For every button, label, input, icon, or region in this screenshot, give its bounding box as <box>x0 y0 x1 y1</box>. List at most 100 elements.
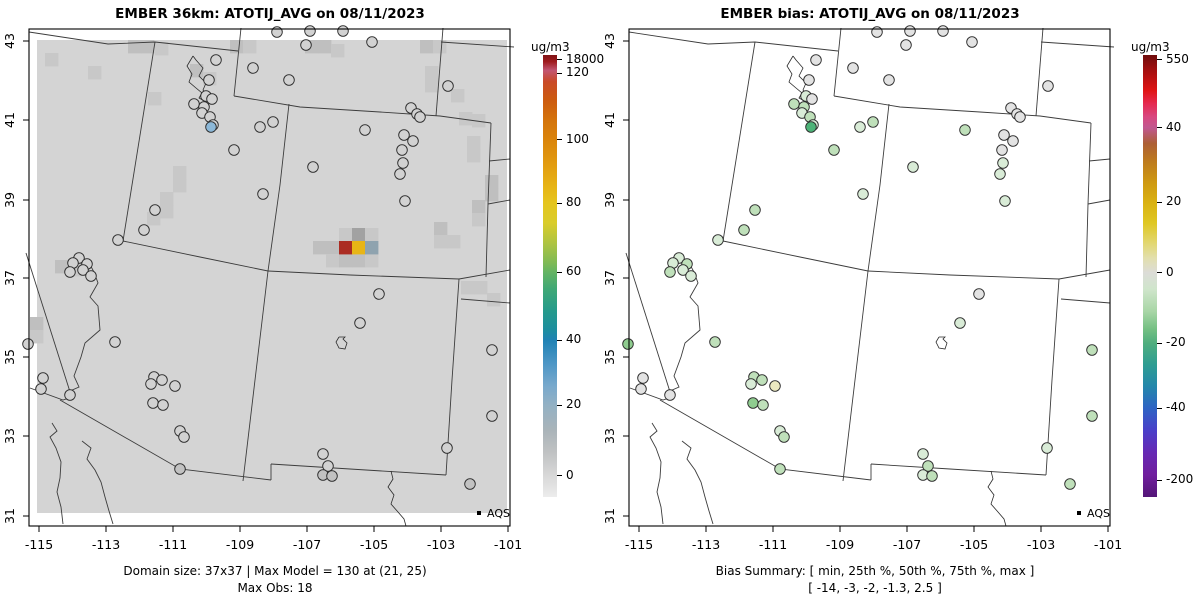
x-axis-tick-label: -101 <box>1094 537 1122 552</box>
x-axis-tick-label: -107 <box>893 537 921 552</box>
aqs-monitor-dot <box>756 374 768 386</box>
y-axis-tick-label: 37 <box>602 270 617 286</box>
grid-cell <box>467 136 481 150</box>
aqs-monitor-dot <box>664 389 676 401</box>
aqs-monitor-dot <box>257 188 269 200</box>
aqs-monitor-dot <box>337 25 349 37</box>
state-border <box>242 270 269 482</box>
grid-cell <box>148 92 162 106</box>
aqs-monitor-dot <box>774 463 786 475</box>
x-axis-tick-label: -109 <box>826 537 854 552</box>
aqs-monitor-dot <box>407 135 419 147</box>
aqs-monitor-dot <box>1064 478 1076 490</box>
aqs-monitor-dot <box>803 74 815 86</box>
grid-cell <box>425 79 439 93</box>
aqs-monitor-dot <box>174 463 186 475</box>
state-border <box>233 27 242 97</box>
aqs-monitor-dot <box>1041 442 1053 454</box>
state-border <box>488 158 511 162</box>
state-border <box>842 270 869 482</box>
river-line <box>987 470 1007 527</box>
state-border <box>833 95 1092 124</box>
grid-cell <box>141 40 155 54</box>
left-colorbar <box>543 55 557 497</box>
right-colorbar-tick-label: 40 <box>1166 119 1182 134</box>
right-colorbar-tick <box>1157 479 1162 481</box>
aqs-monitor-dot <box>373 288 385 300</box>
aqs-monitor-dot <box>35 383 47 395</box>
state-border <box>722 41 756 242</box>
right-colorbar-tick-label: 0 <box>1166 264 1174 279</box>
y-axis-tick-label: 35 <box>2 349 17 365</box>
aqs-monitor-dot <box>907 161 919 173</box>
right-colorbar-tick <box>1157 407 1162 409</box>
grid-cell <box>472 200 486 214</box>
y-axis-tick-label: 43 <box>602 33 617 49</box>
aqs-monitor-dot <box>138 224 150 236</box>
aqs-monitor-dot <box>109 336 121 348</box>
right-colorbar-tick-label: -40 <box>1166 400 1186 415</box>
aqs-monitor-dot <box>788 98 800 110</box>
aqs-monitor-dot <box>622 338 634 350</box>
state-border <box>1085 122 1092 278</box>
aqs-monitor-dot <box>999 195 1011 207</box>
lake-outline <box>335 336 348 350</box>
grid-cell <box>313 241 327 255</box>
aqs-monitor-dot <box>745 378 757 390</box>
hotspot-grid-cell <box>339 241 353 255</box>
aqs-monitor-dot <box>206 93 218 105</box>
aqs-monitor-dot <box>85 270 97 282</box>
right-caption-line1: Bias Summary: [ min, 25th %, 50th %, 75t… <box>715 564 1035 578</box>
aqs-monitor-dot <box>397 157 409 169</box>
aqs-monitor-dot <box>854 121 866 133</box>
right-colorbar-tick <box>1157 272 1162 274</box>
state-border <box>122 41 156 242</box>
left-colorbar-tick <box>557 475 562 477</box>
aqs-monitor-dot <box>738 224 750 236</box>
right-colorbar <box>1143 55 1157 497</box>
aqs-monitor-dot <box>1007 135 1019 147</box>
grid-cell <box>434 235 448 249</box>
y-axis-tick-label: 43 <box>2 33 17 49</box>
state-border <box>867 270 1060 280</box>
aqs-monitor-dot <box>805 121 817 133</box>
right-panel-title: EMBER bias: ATOTIJ_AVG on 08/11/2023 <box>720 6 1020 22</box>
aqs-monitor-dot <box>414 111 426 123</box>
aqs-monitor-dot <box>883 74 895 86</box>
right-colorbar-units-label: ug/m3 <box>1131 40 1170 54</box>
x-axis-tick-label: -105 <box>360 537 388 552</box>
grid-cell <box>173 166 187 180</box>
state-border <box>833 27 842 97</box>
state-border <box>628 31 839 52</box>
grid-cell <box>230 40 244 54</box>
aqs-monitor-dot <box>203 74 215 86</box>
grid-cell <box>326 241 340 255</box>
grid-cell <box>365 254 379 268</box>
grid-cell <box>88 66 102 80</box>
hotspot-grid-cell <box>352 241 366 255</box>
aqs-monitor-dot <box>307 161 319 173</box>
left-colorbar-tick <box>557 72 562 74</box>
aqs-monitor-dot <box>954 317 966 329</box>
aqs-monitor-dot <box>283 74 295 86</box>
aqs-monitor-dot <box>464 478 476 490</box>
grid-cell <box>331 44 345 58</box>
grid-cell <box>352 254 366 268</box>
grid-cell <box>451 89 465 103</box>
right-caption-line2: [ -14, -3, -2, -1.3, 2.5 ] <box>808 581 942 595</box>
state-border <box>1087 199 1111 205</box>
x-axis-tick-label: -115 <box>25 537 53 552</box>
state-border <box>28 31 239 52</box>
grid-cell <box>243 40 257 54</box>
aqs-monitor-dot <box>112 234 124 246</box>
aqs-monitor-dot <box>806 93 818 105</box>
y-axis-tick-label: 33 <box>2 428 17 444</box>
state-border <box>458 269 511 280</box>
aqs-monitor-dot <box>757 399 769 411</box>
aqs-monitor-dot <box>64 266 76 278</box>
aqs-monitor-dot <box>973 288 985 300</box>
aqs-monitor-dot <box>996 144 1008 156</box>
aqs-monitor-dot <box>994 168 1006 180</box>
aqs-monitor-dot <box>188 98 200 110</box>
